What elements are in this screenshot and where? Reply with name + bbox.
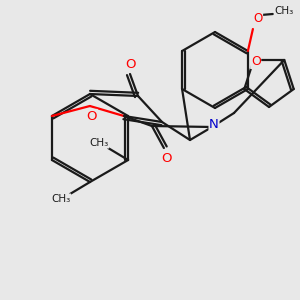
- Text: N: N: [209, 118, 219, 131]
- Text: O: O: [253, 13, 262, 26]
- Text: O: O: [125, 58, 135, 70]
- Text: O: O: [162, 152, 172, 164]
- Text: CH₃: CH₃: [89, 138, 109, 148]
- Text: CH₃: CH₃: [51, 194, 70, 204]
- Text: CH₃: CH₃: [274, 6, 293, 16]
- Text: O: O: [251, 56, 261, 68]
- Text: O: O: [87, 110, 97, 122]
